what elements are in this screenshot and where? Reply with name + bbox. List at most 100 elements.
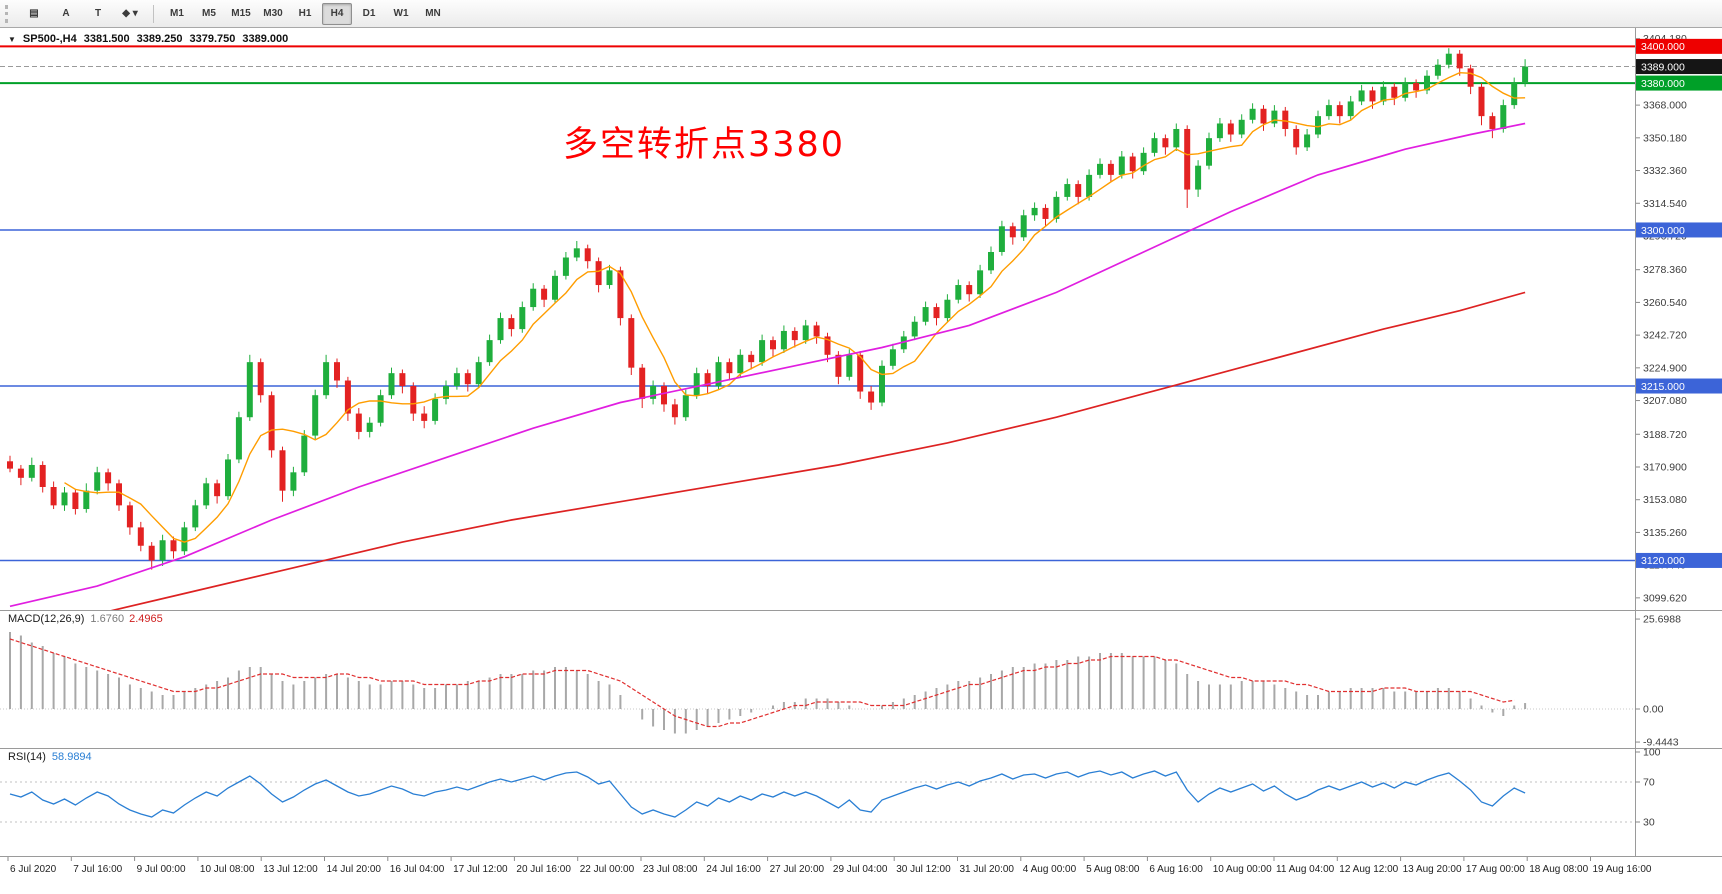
charts-tool-button[interactable]: ▤ (29, 8, 39, 19)
time-axis[interactable] (0, 857, 1635, 894)
svg-text:31 Jul 20:00: 31 Jul 20:00 (960, 864, 1015, 875)
macd-indicator-label: MACD(12,26,9) 1.6760 2.4965 (8, 613, 163, 625)
price-badge-3400.000: 3400.000 (1636, 38, 1722, 54)
svg-text:10 Aug 00:00: 10 Aug 00:00 (1213, 864, 1272, 875)
price-axis-labels: 3404.1803368.0003350.1803332.3603314.540… (1635, 33, 1722, 604)
timeframe-M5-button[interactable]: M5 (202, 8, 216, 19)
macd-name: MACD(12,26,9) (8, 613, 85, 625)
macd-histogram (9, 632, 1527, 734)
rsi-indicator-label: RSI(14) 58.9894 (8, 751, 92, 763)
svg-text:3389.000: 3389.000 (1641, 61, 1685, 73)
svg-text:3135.260: 3135.260 (1643, 527, 1687, 539)
svg-text:3153.080: 3153.080 (1643, 494, 1687, 506)
svg-text:13 Jul 12:00: 13 Jul 12:00 (263, 864, 318, 875)
timeframe-MN-button[interactable]: MN (425, 8, 441, 19)
timeframe-M30-button[interactable]: M30 (263, 8, 283, 19)
ma-slow-line (110, 291, 1526, 610)
price-badge-3380.000: 3380.000 (1636, 75, 1722, 91)
ma-mid-line (9, 122, 1526, 608)
svg-text:3260.540: 3260.540 (1643, 297, 1687, 309)
svg-text:3242.720: 3242.720 (1643, 330, 1687, 342)
ma-fast-line (64, 71, 1526, 543)
chart-header: ▼ SP500-,H4 3381.500 3389.250 3379.750 3… (8, 33, 288, 45)
label-tool-button[interactable]: T (94, 8, 102, 19)
toolbar: ▤ A T ◆ ▾ M1 M5 M15 M30 H1 H4 D1 W1 MN (0, 0, 1722, 28)
svg-text:9 Jul 00:00: 9 Jul 00:00 (137, 864, 186, 875)
svg-text:3350.180: 3350.180 (1643, 132, 1687, 144)
macd-signal-value: 2.4965 (129, 613, 163, 625)
time-axis-labels: 6 Jul 2020 7 Jul 16:00 9 Jul 00:00 10 Jul 0… (7, 857, 1652, 875)
timeframe-M1-button[interactable]: M1 (170, 8, 184, 19)
main-plot[interactable] (0, 45, 1635, 619)
svg-text:14 Jul 20:00: 14 Jul 20:00 (327, 864, 382, 875)
svg-text:3224.900: 3224.900 (1643, 362, 1687, 374)
timeframe-H1-button[interactable]: H1 (298, 8, 312, 19)
svg-text:20 Jul 16:00: 20 Jul 16:00 (516, 864, 571, 875)
candles-layer (7, 48, 1529, 570)
rsi-line (9, 770, 1526, 818)
svg-text:19 Aug 16:00: 19 Aug 16:00 (1593, 864, 1652, 875)
timeframe-W1-button[interactable]: W1 (393, 8, 409, 19)
svg-text:17 Jul 12:00: 17 Jul 12:00 (453, 864, 508, 875)
price-axis[interactable] (1636, 28, 1722, 857)
svg-text:13 Aug 20:00: 13 Aug 20:00 (1403, 864, 1462, 875)
collapse-caret-icon[interactable]: ▼ (8, 34, 16, 44)
svg-text:6 Jul 2020: 6 Jul 2020 (10, 864, 57, 875)
svg-text:3120.000: 3120.000 (1641, 555, 1685, 567)
macd-signal-line (9, 638, 1515, 728)
svg-text:30 Jul 12:00: 30 Jul 12:00 (896, 864, 951, 875)
rsi-panel[interactable]: 100 70 30 (0, 747, 1661, 829)
macd-main-value: 1.6760 (90, 613, 125, 625)
svg-text:3380.000: 3380.000 (1641, 78, 1685, 90)
svg-text:22 Jul 00:00: 22 Jul 00:00 (580, 864, 635, 875)
svg-text:11 Aug 04:00: 11 Aug 04:00 (1276, 864, 1335, 875)
high-value: 3389.250 (136, 33, 183, 45)
price-badge-3300.000: 3300.000 (1636, 222, 1722, 238)
svg-text:3400.000: 3400.000 (1641, 41, 1685, 53)
timeframe-D1-button[interactable]: D1 (362, 8, 376, 19)
svg-text:3188.720: 3188.720 (1643, 429, 1687, 441)
toolbar-separator (153, 4, 154, 23)
svg-text:29 Jul 04:00: 29 Jul 04:00 (833, 864, 888, 875)
close-value: 3389.000 (242, 33, 289, 45)
svg-text:100: 100 (1643, 747, 1661, 759)
svg-text:3332.360: 3332.360 (1643, 165, 1687, 177)
svg-text:30: 30 (1643, 817, 1655, 829)
svg-text:3368.000: 3368.000 (1643, 100, 1687, 112)
svg-text:-9.4443: -9.4443 (1643, 737, 1679, 749)
svg-text:7 Jul 16:00: 7 Jul 16:00 (73, 864, 122, 875)
svg-text:3314.540: 3314.540 (1643, 198, 1687, 210)
svg-text:24 Jul 16:00: 24 Jul 16:00 (706, 864, 761, 875)
svg-text:18 Aug 08:00: 18 Aug 08:00 (1529, 864, 1588, 875)
svg-text:3300.000: 3300.000 (1641, 225, 1685, 237)
timeframe-H4-button[interactable]: H4 (322, 2, 352, 25)
symbol-period-label: SP500-,H4 (22, 33, 77, 45)
svg-text:3099.620: 3099.620 (1643, 592, 1687, 604)
open-value: 3381.500 (83, 33, 130, 45)
svg-text:0.00: 0.00 (1643, 704, 1664, 716)
shapes-dropdown[interactable]: ◆ ▾ (122, 8, 138, 19)
timeframe-M15-button[interactable]: M15 (231, 8, 251, 19)
text-tool-button[interactable]: A (62, 8, 70, 19)
svg-text:6 Aug 16:00: 6 Aug 16:00 (1149, 864, 1203, 875)
macd-panel[interactable]: 25.6988 0.00 -9.4443 (0, 614, 1681, 749)
rsi-name: RSI(14) (8, 751, 46, 763)
low-value: 3379.750 (189, 33, 236, 45)
svg-text:17 Aug 00:00: 17 Aug 00:00 (1466, 864, 1525, 875)
svg-text:3278.360: 3278.360 (1643, 264, 1687, 276)
svg-text:70: 70 (1643, 777, 1655, 789)
svg-text:27 Jul 20:00: 27 Jul 20:00 (770, 864, 825, 875)
timeframe-group: M1 M5 M15 M30 H1 H4 D1 W1 MN (162, 2, 448, 25)
chart-annotation-text[interactable]: 多空转折点3380 (563, 125, 846, 165)
svg-text:5 Aug 08:00: 5 Aug 08:00 (1086, 864, 1140, 875)
price-badge-3120.000: 3120.000 (1636, 552, 1722, 568)
svg-text:12 Aug 12:00: 12 Aug 12:00 (1339, 864, 1398, 875)
svg-text:10 Jul 08:00: 10 Jul 08:00 (200, 864, 255, 875)
svg-text:3170.900: 3170.900 (1643, 461, 1687, 473)
svg-text:25.6988: 25.6988 (1643, 614, 1681, 626)
svg-text:23 Jul 08:00: 23 Jul 08:00 (643, 864, 698, 875)
price-badge-3215.000: 3215.000 (1636, 378, 1722, 394)
toolbar-grip[interactable] (5, 4, 12, 23)
